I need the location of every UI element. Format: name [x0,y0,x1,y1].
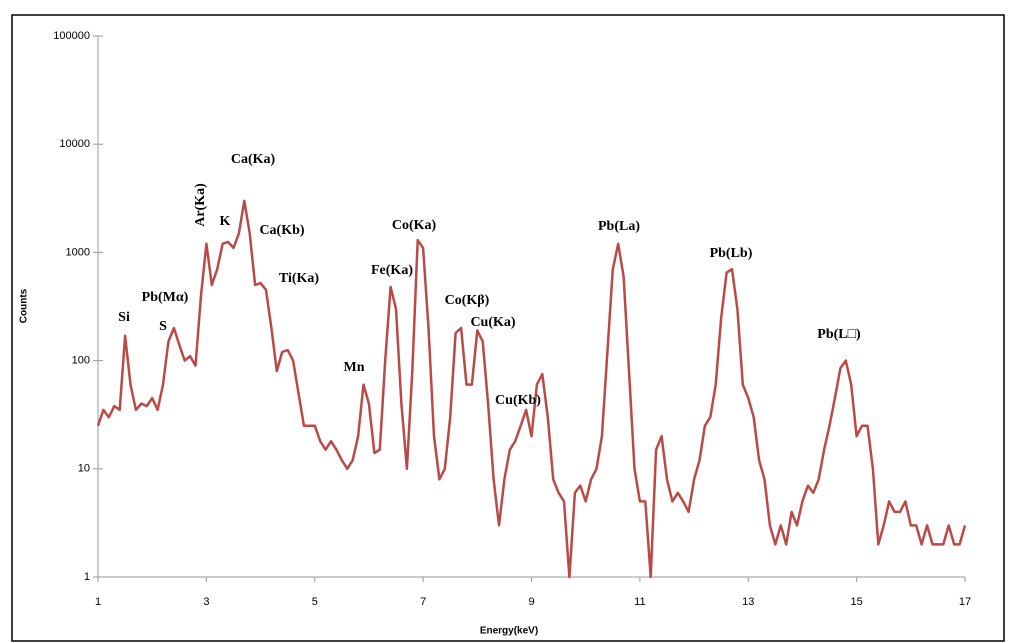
x-tick-label: 13 [742,596,754,608]
x-tick-label: 9 [528,596,534,608]
x-tick-label: 3 [203,596,209,608]
peak-label: Co(Kβ) [445,293,490,308]
y-tick-label: 100000 [53,30,90,42]
peak-label: Si [118,310,130,325]
x-tick-label: 7 [420,596,426,608]
peak-label: Cu(Ka) [470,315,515,330]
y-tick-label: 10000 [59,138,90,150]
peak-label: Pb(Mα) [142,290,189,305]
peak-label: Fe(Ka) [371,263,413,278]
peak-label: Ar(Ka) [193,183,208,227]
peak-label: Pb(La) [598,219,640,234]
y-tick-label: 10 [78,463,90,475]
peak-label: Co(Ka) [392,218,437,233]
x-tick-label: 5 [312,596,318,608]
peak-label: Cu(Kb) [495,393,541,408]
x-tick-label: 17 [959,596,971,608]
peak-label: K [220,214,231,229]
y-tick-label: 1 [84,571,90,583]
spectrum-line [96,199,967,579]
peak-label: Mn [344,360,365,375]
peak-label: Pb(L□) [817,327,861,342]
x-tick-label: 11 [634,596,645,608]
peak-label: S [159,319,167,334]
x-tick-label: 1 [95,596,101,608]
peak-label: Pb(Lb) [710,246,753,261]
peak-label: Ca(Kb) [259,223,304,238]
y-tick-label: 1000 [66,246,90,258]
peak-label: Ca(Ka) [231,152,276,167]
x-axis-title: Energy(keV) [480,626,538,637]
x-tick-label: 15 [851,596,863,608]
y-axis-title: Counts [19,288,30,323]
peak-label: Ti(Ka) [279,271,320,286]
y-tick-label: 100 [72,355,90,367]
frame [11,14,1005,642]
